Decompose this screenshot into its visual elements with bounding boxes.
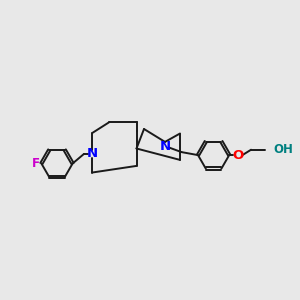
Text: N: N bbox=[87, 147, 98, 161]
Text: O: O bbox=[232, 148, 243, 162]
Text: N: N bbox=[159, 140, 171, 153]
Text: OH: OH bbox=[274, 143, 293, 156]
Text: F: F bbox=[32, 157, 40, 170]
